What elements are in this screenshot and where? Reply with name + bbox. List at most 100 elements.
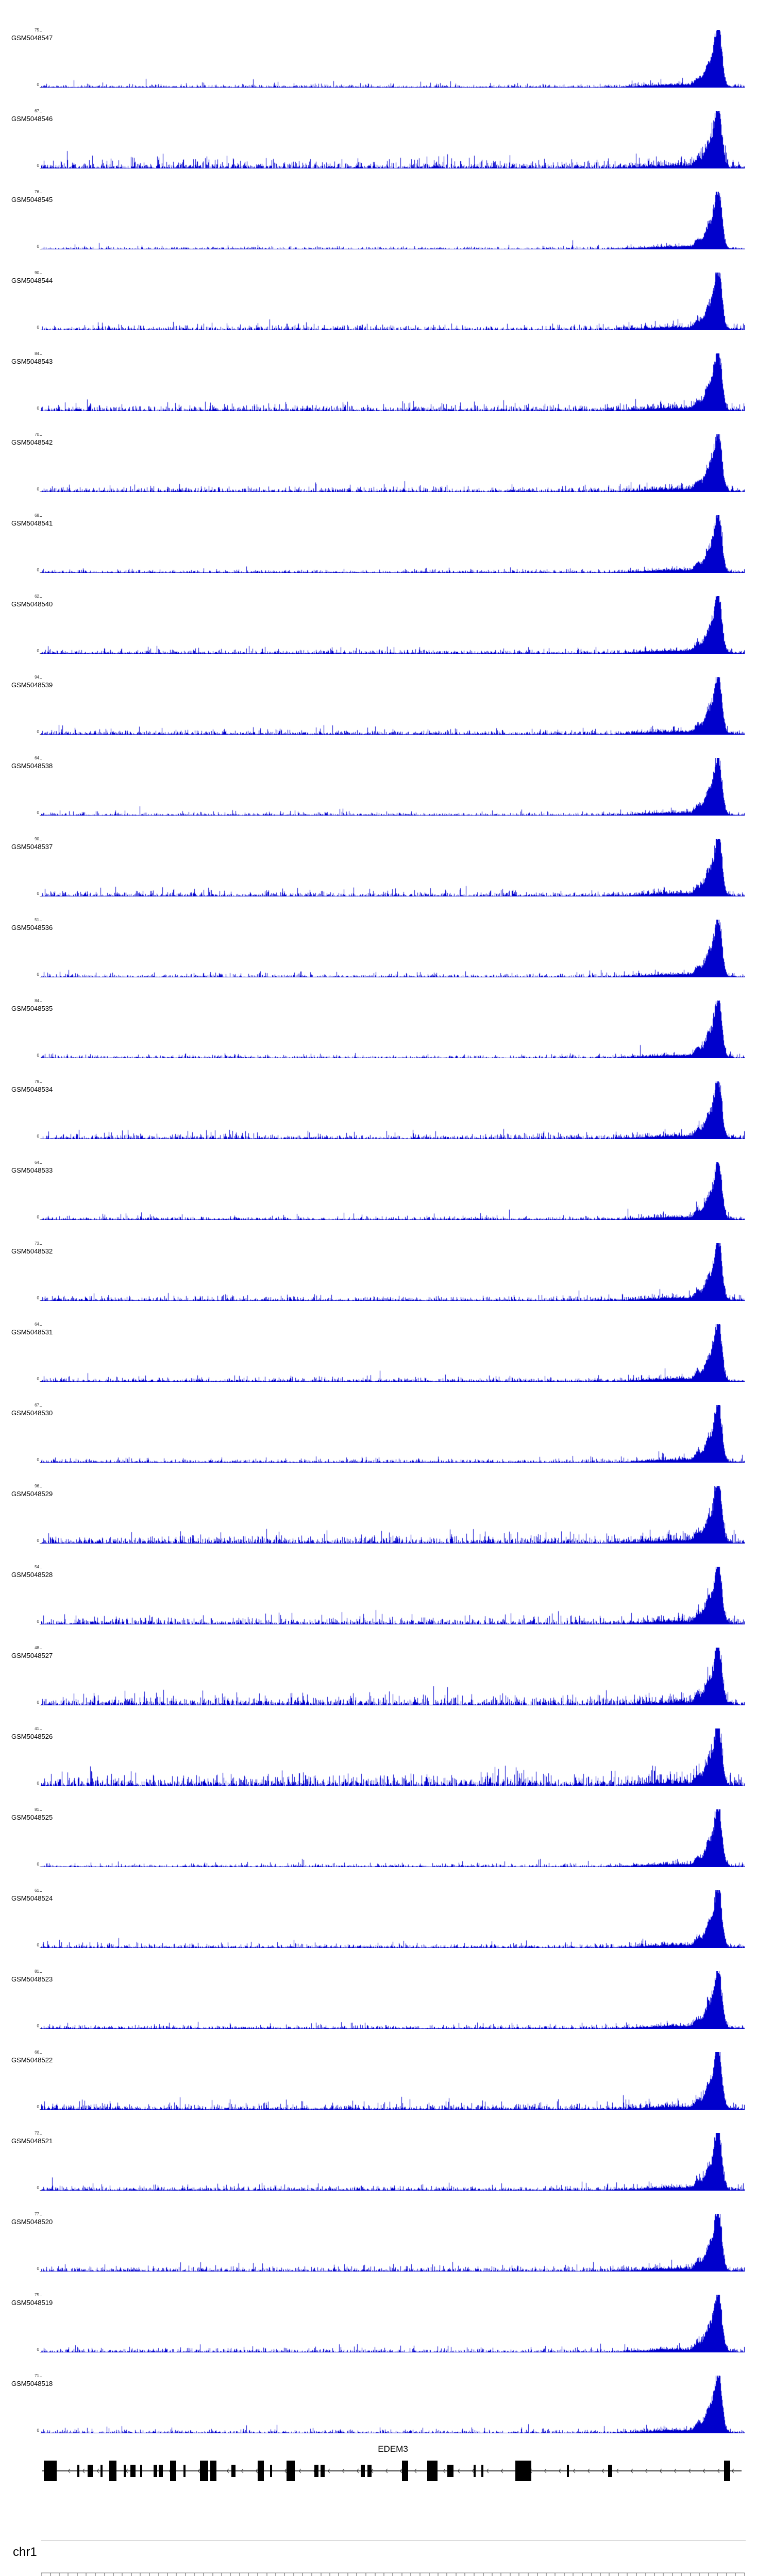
track-ymax-label: 75 [35,2293,39,2297]
strand-arrow-icon [197,2468,200,2473]
coverage-signal-plot [41,1648,745,1705]
exon-box [124,2465,126,2477]
track-row: GSM5048520 77 0 [0,2198,773,2279]
track-row: GSM5048536 51 0 [0,904,773,985]
track-row: GSM5048543 84 0 [0,338,773,419]
track-row: GSM5048519 75 0 [0,2279,773,2360]
track-ymax-label: 90 [35,270,39,275]
coverage-signal-plot [41,2376,745,2433]
exon-box [361,2465,365,2477]
strand-arrow-icon [645,2468,648,2473]
coverage-signal-plot [41,353,745,411]
axis-tick-bottom [40,2028,42,2029]
track-row: GSM5048532 73 0 [0,1228,773,1309]
coverage-signal-plot [41,1728,745,1786]
coverage-signal-plot [41,1486,745,1544]
coverage-signal-plot [41,434,745,492]
track-ymin-label: 0 [37,1862,39,1867]
strand-arrow-icon [96,2468,99,2473]
track-ymax-label: 90 [35,837,39,841]
track-ymin-label: 0 [37,730,39,734]
coverage-signal-plot [41,111,745,168]
strand-arrow-icon [443,2468,446,2473]
track-ymin-label: 0 [37,325,39,330]
axis-tick-top [40,2053,42,2054]
track-ymax-label: 73 [35,1241,39,1246]
coverage-signal-plot [41,192,745,249]
track-ymax-label: 71 [35,2374,39,2378]
track-ymin-label: 0 [37,810,39,815]
strand-arrow-icon [601,2468,604,2473]
exon-box [140,2465,142,2477]
strand-arrow-icon [558,2468,561,2473]
track-ymin-label: 0 [37,163,39,168]
coverage-signal-plot [41,273,745,330]
coverage-signal-plot [41,677,745,735]
coverage-signal-plot [41,1162,745,1220]
coverage-track-list: GSM5048547 75 0 GSM5048546 67 0 GSM50485… [0,14,773,2441]
track-ymin-label: 0 [37,1943,39,1947]
track-ymin-label: 0 [37,2185,39,2190]
exon-box [270,2465,272,2477]
track-row: GSM5048535 84 0 [0,985,773,1066]
track-ymin-label: 0 [37,487,39,492]
exon-box [130,2465,136,2477]
track-row: GSM5048544 90 0 [0,257,773,338]
axis-tick-top [40,1972,42,1973]
track-row: GSM5048541 68 0 [0,500,773,581]
axis-tick-top [40,516,42,517]
axis-tick-top [40,597,42,598]
strand-arrow-icon [702,2468,705,2473]
strand-arrow-icon [731,2468,734,2473]
track-ymax-label: 81 [35,1969,39,1974]
track-ymin-label: 0 [37,649,39,653]
track-ymin-label: 0 [37,2428,39,2433]
track-ymax-label: 51 [35,918,39,922]
strand-arrow-icon [327,2468,330,2473]
strand-arrow-icon [688,2468,691,2473]
axis-tick-bottom [40,734,42,735]
track-ymax-label: 75 [35,28,39,32]
coverage-signal-plot [41,1324,745,1382]
track-row: GSM5048538 64 0 [0,742,773,823]
track-ymin-label: 0 [37,1134,39,1139]
coverage-signal-plot [41,2295,745,2352]
strand-arrow-icon [385,2468,388,2473]
track-row: GSM5048542 70 0 [0,419,773,500]
strand-arrow-icon [226,2468,229,2473]
exon-box [287,2461,295,2481]
exon-box [427,2461,438,2481]
strand-arrow-icon [544,2468,547,2473]
exon-box [314,2465,318,2477]
track-ymin-label: 0 [37,568,39,572]
exon-box [724,2461,730,2481]
track-row: GSM5048533 64 0 [0,1147,773,1228]
exon-box [170,2461,176,2481]
gene-name-label: EDEM3 [378,2444,408,2454]
track-ymax-label: 64 [35,1160,39,1165]
exon-box [474,2465,476,2477]
strand-arrow-icon [356,2468,359,2473]
coverage-signal-plot [41,515,745,573]
axis-tick-bottom [40,1947,42,1948]
track-ymin-label: 0 [37,2105,39,2109]
exon-box [210,2461,216,2481]
strand-arrow-icon [717,2468,720,2473]
track-row: GSM5048521 72 0 [0,2117,773,2198]
exon-box [481,2465,483,2477]
strand-arrow-icon [255,2468,258,2473]
strand-arrow-icon [457,2468,460,2473]
track-ymax-label: 96 [35,1484,39,1488]
exon-box [402,2461,408,2481]
exon-box [109,2461,116,2481]
exon-box [321,2465,325,2477]
track-ymin-label: 0 [37,2347,39,2352]
axis-tick-bottom [40,2271,42,2272]
track-ymax-label: 67 [35,1403,39,1408]
track-ymax-label: 66 [35,2050,39,2055]
track-row: GSM5048523 81 0 [0,1956,773,2037]
strand-arrow-icon [674,2468,677,2473]
axis-tick-top [40,678,42,679]
coverage-signal-plot [41,1890,745,1948]
